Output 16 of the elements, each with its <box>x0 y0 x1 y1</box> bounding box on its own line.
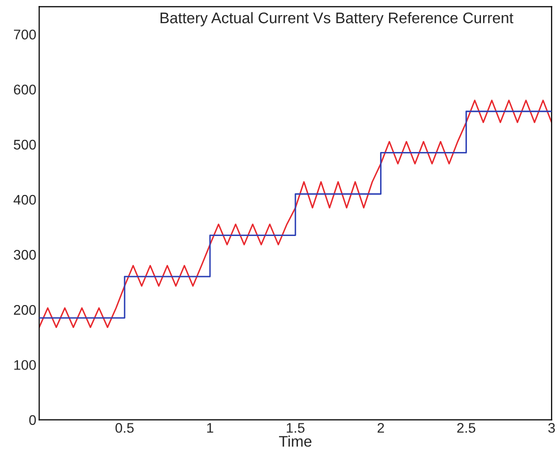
chart-title: Battery Actual Current Vs Battery Reference Current <box>160 12 514 26</box>
y-tick-label: 600 <box>14 84 36 95</box>
x-tick-label: 0.5 <box>115 422 134 433</box>
x-tick-label: 2.5 <box>457 422 476 433</box>
y-tick-label: 0 <box>29 415 36 425</box>
y-tick-label: 300 <box>14 250 36 260</box>
x-tick-label: 1 <box>207 423 214 433</box>
x-tick-label: 2 <box>378 422 384 433</box>
y-tick-label: 200 <box>14 304 36 315</box>
x-tick-label: 3 <box>548 422 555 433</box>
x-axis-title: Time <box>279 436 312 447</box>
y-tick-label: 100 <box>14 360 36 370</box>
y-tick-label: 400 <box>14 194 36 205</box>
y-tick-label: 500 <box>14 140 36 150</box>
y-tick-label: 700 <box>14 30 36 40</box>
x-tick-label: 1.5 <box>286 423 304 433</box>
